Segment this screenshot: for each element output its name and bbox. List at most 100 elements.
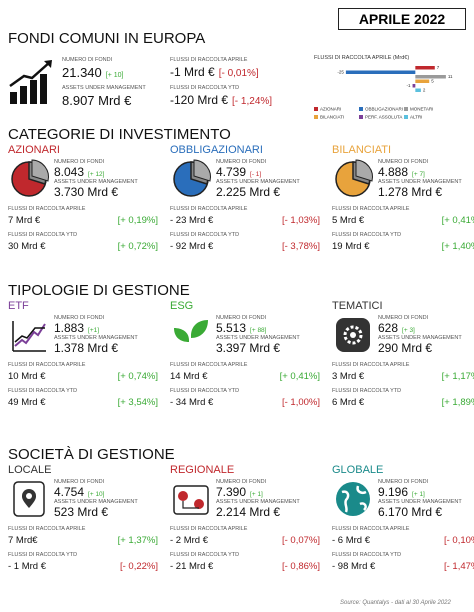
value: 19 Mrd €: [332, 241, 370, 252]
change: [+ 1]: [250, 491, 263, 498]
value: 3.730 Mrd €: [54, 185, 119, 199]
shape: [31, 159, 49, 182]
change: [+ 12]: [88, 171, 105, 178]
label: FLUSSI DI RACCOLTA YTD: [170, 552, 240, 558]
legend-label: ALTRI: [410, 115, 422, 120]
overview-icon: [9, 60, 52, 104]
label: FLUSSI DI RACCOLTA APRILE: [8, 362, 86, 368]
label: ASSETS UNDER MANAGEMENT: [54, 499, 138, 505]
label: ASSETS UNDER MANAGEMENT: [216, 499, 300, 505]
value: 523 Mrd €: [54, 505, 109, 519]
value: 6.170 Mrd €: [378, 505, 443, 519]
row: 4.739 [- 1]: [216, 165, 261, 179]
change: [+ 3]: [402, 327, 415, 334]
value: 49 Mrd €: [8, 397, 46, 408]
shape: [191, 320, 208, 352]
card-icon: [336, 482, 370, 516]
bar: [415, 88, 421, 92]
label: NUMERO DI FONDI: [378, 315, 429, 321]
bar: [415, 79, 430, 83]
shape: [178, 491, 188, 501]
label: FLUSSI DI RACCOLTA APRILE: [170, 57, 248, 63]
pct: [+ 0,41%]: [441, 215, 474, 226]
value: 6 Mrd €: [332, 397, 365, 408]
card-icon: [11, 159, 49, 197]
card-name: TEMATICI: [332, 300, 383, 312]
shape: [194, 499, 204, 509]
legend-label: MONETARI: [410, 107, 433, 112]
pct: [- 0,22%]: [119, 561, 158, 572]
pct: [- 0,10%]: [443, 535, 474, 546]
value: - 21 Mrd €: [170, 561, 214, 572]
label: FLUSSI DI RACCOLTA APRILE: [332, 362, 410, 368]
footer: Source: Quantalys - dati al 30 Aprile 20…: [340, 600, 451, 606]
main-title: FONDI COMUNI IN EUROPA: [8, 30, 206, 47]
row: 4.888 [+ 7]: [378, 165, 425, 179]
flow-chart: 7 -25 11 5 -1 2 AZIONARI OBBLIGAZIONARI MONETARI…: [314, 65, 453, 120]
row: -120 Mrd € [- 1,24%]: [170, 93, 272, 107]
card-icon: [12, 321, 46, 352]
card-name: BILANCIATI: [332, 144, 392, 156]
legend-label: AZIONARI: [320, 107, 341, 112]
value-label: 11: [448, 74, 453, 79]
legend-swatch: [314, 107, 318, 111]
date-box: APRILE 2022: [338, 8, 466, 30]
value: 1.378 Mrd €: [54, 341, 119, 355]
label: NUMERO DI FONDI: [378, 159, 429, 165]
label: FLUSSI DI RACCOLTA APRILE: [332, 206, 410, 212]
label: FLUSSI DI RACCOLTA APRILE: [8, 526, 86, 532]
card-icon: [173, 159, 211, 197]
label: NUMERO DI FONDI: [216, 159, 267, 165]
label: ASSETS UNDER MANAGEMENT: [378, 499, 462, 505]
row: 7.390 [+ 1]: [216, 485, 263, 499]
legend-swatch: [314, 115, 318, 119]
value: - 2 Mrd €: [170, 535, 209, 546]
label: ASSETS UNDER MANAGEMENT: [378, 335, 462, 341]
shape: [343, 325, 363, 345]
chart-title: FLUSSI DI RACCOLTA APRILE (Mrd€): [314, 55, 410, 61]
legend-label: OBBLIGAZIONARI: [365, 107, 403, 112]
value: 8.043: [54, 165, 85, 179]
legend-swatch: [359, 107, 363, 111]
label: NUMERO DI FONDI: [54, 315, 105, 321]
bar: [345, 70, 416, 74]
pct: [+ 1,37%]: [117, 535, 158, 546]
label: ASSETS UNDER MANAGEMENT: [216, 335, 300, 341]
pct: [+ 1,89%]: [441, 397, 474, 408]
value: 1.883: [54, 321, 85, 335]
pct: [+ 1,17%]: [441, 371, 474, 382]
label: FLUSSI DI RACCOLTA APRILE: [170, 362, 248, 368]
card-name: OBBLIGAZIONARI: [170, 144, 263, 156]
pct: [- 0,01%]: [218, 68, 259, 79]
label: ASSETS UNDER MANAGEMENT: [62, 85, 146, 91]
value-label: 7: [437, 65, 440, 70]
legend-swatch: [359, 115, 363, 119]
label: FLUSSI DI RACCOLTA YTD: [332, 388, 402, 394]
shape: [355, 159, 373, 182]
card-name: GLOBALE: [332, 464, 384, 476]
row: 1.883 [+1]: [54, 321, 99, 335]
value: 7.390: [216, 485, 247, 499]
pct: [- 0,07%]: [281, 535, 320, 546]
value: 3.397 Mrd €: [216, 341, 281, 355]
value: - 92 Mrd €: [170, 241, 214, 252]
card-icon: [335, 159, 373, 197]
bar: [415, 66, 435, 70]
pct: [- 1,47%]: [443, 561, 474, 572]
value-label: -25: [337, 70, 344, 75]
shape: [336, 482, 370, 516]
value: 9.196: [378, 485, 409, 499]
change: [+ 10]: [88, 491, 105, 498]
card-name: LOCALE: [8, 464, 52, 476]
change: [- 1]: [250, 171, 262, 178]
shape: [341, 485, 367, 513]
value: 8.907 Mrd €: [62, 93, 132, 108]
value: 7 Mrd€: [8, 535, 38, 546]
pct: [+ 0,19%]: [117, 215, 158, 226]
label: NUMERO DI FONDI: [378, 479, 429, 485]
value: 10 Mrd €: [8, 371, 46, 382]
card-name: AZIONARI: [8, 144, 60, 156]
label: NUMERO DI FONDI: [54, 159, 105, 165]
value: 5.513: [216, 321, 247, 335]
